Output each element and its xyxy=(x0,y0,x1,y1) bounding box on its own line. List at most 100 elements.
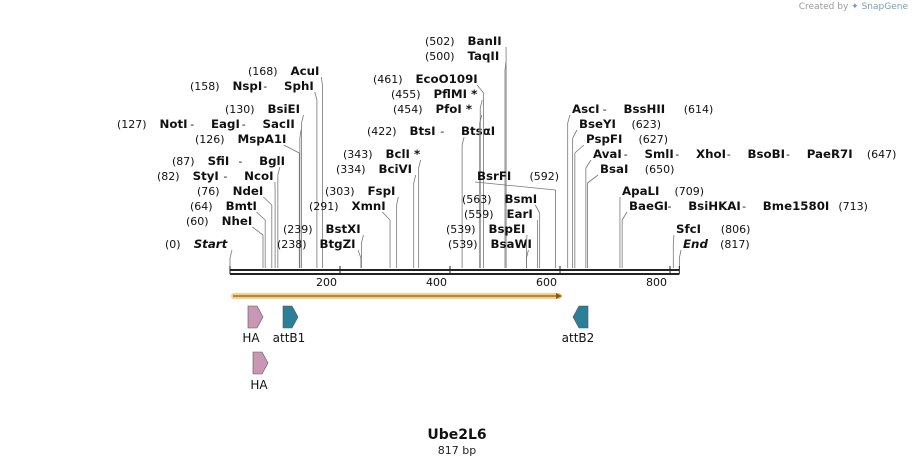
site-enzyme-name: BsiHKAI xyxy=(688,199,741,213)
feature-arrow xyxy=(247,305,264,329)
site-enzyme-name: End xyxy=(683,237,708,251)
site-enzyme-name: PaeR7I xyxy=(807,147,853,161)
site-separator: - xyxy=(223,170,227,183)
site-position: (0) xyxy=(165,238,181,251)
site-leader-elbow xyxy=(461,136,465,146)
restriction-site: (461) EcoO109I xyxy=(373,72,484,268)
site-enzyme-name: BsoBI xyxy=(748,147,786,161)
restriction-site: (539) BspEI xyxy=(446,222,528,268)
site-leader-elbow xyxy=(229,249,233,259)
orf-arrowhead xyxy=(556,293,562,299)
restriction-site: (76) NdeI xyxy=(197,184,273,268)
restriction-site: (334) BciVI xyxy=(336,162,417,268)
site-position: (303) xyxy=(325,185,355,198)
site-enzyme-name: BseYI xyxy=(579,117,616,131)
site-leader-elbow xyxy=(314,91,318,101)
site-enzyme-name: BssHII xyxy=(624,102,666,116)
restriction-site: PspFI (627) xyxy=(574,132,668,268)
sequence-name: Ube2L6 xyxy=(427,427,487,443)
site-position: (64) xyxy=(190,200,213,213)
site-enzyme-name: BclI * xyxy=(386,147,421,161)
site-separator: - xyxy=(668,200,672,213)
restriction-site: (563) BsmI xyxy=(462,192,541,268)
restriction-site: (559) EarI xyxy=(464,207,538,268)
site-position: (126) xyxy=(195,133,225,146)
site-enzyme-name: NheI xyxy=(222,214,253,228)
site-position: (455) xyxy=(391,88,421,101)
site-enzyme-name: SfiI xyxy=(208,154,230,168)
site-leader-elbow xyxy=(476,84,484,94)
site-enzyme-name: BsmI xyxy=(505,192,538,206)
site-leader-elbow xyxy=(357,249,362,259)
site-leader-elbow xyxy=(256,211,266,221)
feature-label: attB2 xyxy=(562,331,595,345)
site-leader-elbow xyxy=(479,99,483,109)
restriction-site: (87) SfiI - BglI xyxy=(172,154,285,268)
feature-ha: HA xyxy=(250,351,269,392)
site-enzyme-name: AcuI xyxy=(291,64,320,78)
site-enzyme-name: TaqII xyxy=(468,49,500,63)
site-position: (539) xyxy=(448,238,478,251)
site-leader-elbow xyxy=(283,144,300,154)
site-enzyme-name: BaeGI xyxy=(629,199,668,213)
feature-label: HA xyxy=(250,378,268,392)
site-position: (563) xyxy=(462,193,492,206)
site-position: (334) xyxy=(336,163,366,176)
site-leader-elbow xyxy=(587,174,599,184)
restriction-site: (454) PfoI * xyxy=(393,102,483,268)
site-leader-elbow xyxy=(534,204,541,214)
site-position: (60) xyxy=(186,215,209,228)
site-separator: - xyxy=(624,148,628,161)
site-enzyme-name: NotI xyxy=(160,117,188,131)
site-position: (158) xyxy=(190,80,220,93)
site-enzyme-name: BciVI xyxy=(379,162,413,176)
restriction-site: (502) BanII xyxy=(425,34,507,268)
site-position: (614) xyxy=(684,103,714,116)
site-leader-elbow xyxy=(396,196,399,206)
site-separator: - xyxy=(190,118,194,131)
site-position: (291) xyxy=(309,200,339,213)
site-position: (454) xyxy=(393,103,423,116)
site-position: (650) xyxy=(645,163,675,176)
site-separator: - xyxy=(675,148,679,161)
site-enzyme-name: NspI xyxy=(233,79,263,93)
restriction-site: (343) BclI * xyxy=(343,147,422,268)
feature-label: HA xyxy=(242,331,260,345)
restriction-site: (500) TaqII xyxy=(425,49,507,268)
feature-layer: HA attB1 attB2 HA xyxy=(242,305,595,392)
restriction-site: (127) NotI - EagI - SacII xyxy=(117,117,302,268)
site-enzyme-name: PfoI * xyxy=(436,102,473,116)
feature-arrow xyxy=(282,305,299,329)
site-position: (713) xyxy=(838,200,868,213)
site-enzyme-name: SmlI xyxy=(645,147,674,161)
site-separator: - xyxy=(263,80,267,93)
site-position: (238) xyxy=(277,238,307,251)
restriction-site: (291) XmnI xyxy=(309,199,391,268)
restriction-site: (0) Start xyxy=(165,237,233,268)
restriction-site-layer: (0) Start (60) NheI (64) BmtI (76) NdeI (82) StyI… xyxy=(117,34,896,268)
feature-ha: HA xyxy=(242,305,264,345)
site-enzyme-name: Bme1580I xyxy=(763,199,830,213)
restriction-site: (64) BmtI xyxy=(190,199,266,268)
site-leader-elbow xyxy=(572,129,578,139)
axis-tick-label: 800 xyxy=(646,276,667,289)
restriction-site: (238) BtgZI xyxy=(277,237,362,268)
site-enzyme-name: ApaLI xyxy=(622,184,659,198)
feature-arrow xyxy=(252,351,269,375)
site-enzyme-name: BmtI xyxy=(226,199,257,213)
site-separator: - xyxy=(603,103,607,116)
restriction-site: SfcI (806) xyxy=(672,222,750,268)
site-leader-elbow xyxy=(413,174,417,184)
site-enzyme-name: MspA1I xyxy=(238,132,287,146)
restriction-site: BsrFI (592) xyxy=(474,169,559,268)
site-leader-elbow xyxy=(301,114,304,124)
site-position: (168) xyxy=(248,65,278,78)
site-enzyme-name: BsiEI xyxy=(268,102,301,116)
site-enzyme-name: SacII xyxy=(263,117,295,131)
axis-tick-label: 600 xyxy=(536,276,557,289)
site-leader-elbow xyxy=(526,234,528,244)
site-leader-elbow xyxy=(361,234,364,244)
site-enzyme-name: BtsI xyxy=(410,124,436,138)
site-position: (461) xyxy=(373,73,403,86)
